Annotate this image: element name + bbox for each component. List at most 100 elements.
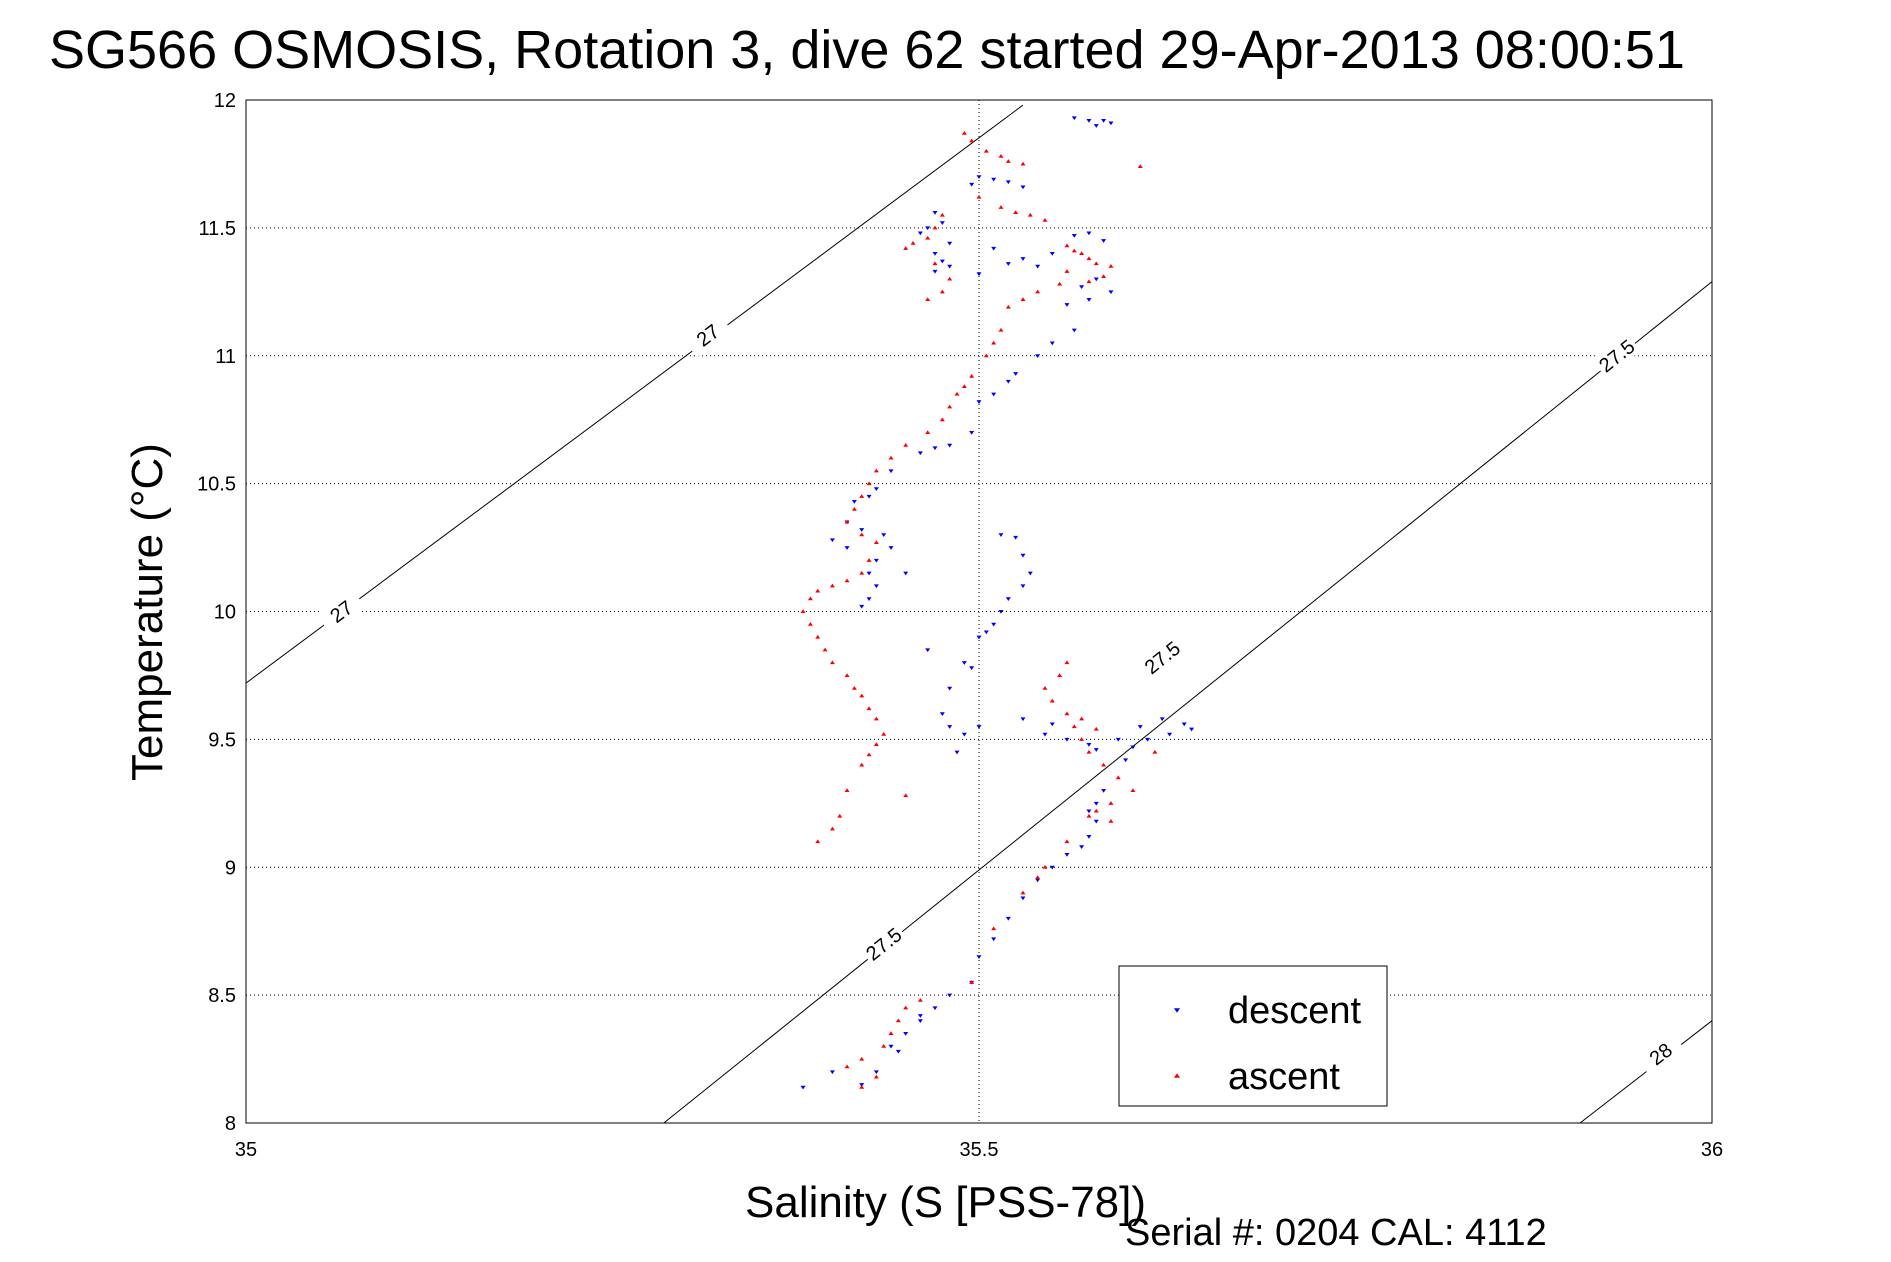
ascent-point (1064, 711, 1070, 716)
descent-point (1086, 742, 1092, 747)
descent-point (917, 1019, 923, 1023)
descent-point (1123, 758, 1129, 763)
descent-legend-marker (1174, 1008, 1180, 1013)
ascent-point (1064, 269, 1070, 273)
ascent-point (807, 596, 813, 601)
descent-point (1071, 328, 1077, 333)
ascent-point (991, 926, 997, 931)
ascent-point (1086, 813, 1092, 818)
descent-point (800, 1085, 806, 1090)
ascent-point (1035, 875, 1041, 879)
descent-point (1027, 571, 1033, 576)
descent-point (1159, 717, 1165, 722)
descent-point (1035, 354, 1041, 358)
descent-point (1137, 725, 1143, 729)
descent-point (1093, 819, 1099, 824)
ascent-point (925, 430, 931, 434)
descent-point (859, 528, 865, 532)
ascent-point (815, 839, 821, 844)
ascent-point (947, 276, 953, 281)
ascent-point (851, 506, 857, 511)
x-tick-label: 36 (1701, 1139, 1723, 1161)
descent-point (873, 584, 879, 589)
descent-point (998, 533, 1004, 538)
ascent-point (1086, 749, 1092, 754)
ascent-point (844, 578, 850, 583)
descent-point (1115, 737, 1121, 742)
ascent-point (1093, 261, 1099, 266)
descent-point (976, 635, 982, 640)
y-tick-label: 9.5 (208, 729, 236, 751)
descent-point (1020, 717, 1026, 722)
grid-lines (246, 100, 1712, 1123)
ascent-point (1079, 251, 1085, 255)
ascent-point (866, 752, 872, 757)
descent-point (932, 251, 938, 256)
descent-point (976, 725, 982, 729)
ascent-point (844, 673, 850, 677)
descent-point (866, 597, 872, 601)
descent-point (925, 648, 931, 653)
ascent-point (1027, 212, 1033, 217)
ascent-point (1049, 698, 1055, 703)
ascent-point (998, 327, 1004, 332)
descent-point (1020, 185, 1026, 190)
descent-point (976, 955, 982, 960)
ascent-point (1005, 304, 1011, 309)
ascent-point (1108, 801, 1114, 805)
y-axis-label: Temperature (°C) (123, 443, 172, 781)
descent-point (1049, 865, 1055, 870)
descent-point (961, 661, 967, 665)
ascent-point (873, 1074, 879, 1079)
ascent-point (903, 443, 909, 447)
descent-point (1020, 257, 1026, 261)
descent-point (1108, 121, 1114, 126)
descent-point (1108, 290, 1114, 295)
ascent-point (829, 826, 835, 831)
serial-cal-label: Serial #: 0204 CAL: 4112 (1125, 1212, 1547, 1254)
ascent-point (1020, 890, 1026, 895)
x-tick-label: 35 (235, 1139, 257, 1161)
descent-point (1042, 732, 1048, 737)
descent-point (947, 686, 953, 691)
ascent-point (1071, 724, 1077, 729)
ascent-point (837, 813, 843, 818)
contour-line (245, 104, 1024, 684)
descent-point (932, 269, 938, 274)
descent-point (895, 1049, 901, 1054)
descent-point (866, 494, 872, 499)
ascent-point (1057, 281, 1063, 286)
ascent-point (939, 289, 945, 294)
ascent-point (969, 373, 975, 378)
descent-point (873, 558, 879, 563)
ascent-point (969, 138, 975, 143)
descent-point (851, 500, 857, 504)
descent-point (991, 937, 997, 942)
ascent-point (961, 130, 967, 135)
descent-point (1086, 835, 1092, 839)
ascent-point (1137, 164, 1143, 168)
ascent-point (881, 1044, 887, 1048)
contour-label-bg (858, 920, 908, 967)
ascent-point (1013, 210, 1019, 215)
y-tick-label: 10 (214, 602, 236, 624)
ascent-point (1064, 839, 1070, 844)
contour-label-bg (682, 311, 733, 358)
ascent-point (1079, 737, 1085, 741)
descent-point (991, 177, 997, 182)
ascent-point (859, 570, 865, 575)
descent-point (969, 182, 975, 187)
descent-point (939, 712, 945, 717)
descent-point (1005, 262, 1011, 266)
descent-point (947, 443, 953, 448)
descent-point (1093, 748, 1099, 752)
ascent-point (932, 225, 938, 230)
descent-point (888, 1044, 894, 1049)
descent-point (932, 446, 938, 451)
descent-point (1093, 124, 1099, 128)
descent-point (1005, 379, 1011, 384)
legend-label: descent (1228, 990, 1362, 1032)
ascent-point (1101, 762, 1107, 767)
